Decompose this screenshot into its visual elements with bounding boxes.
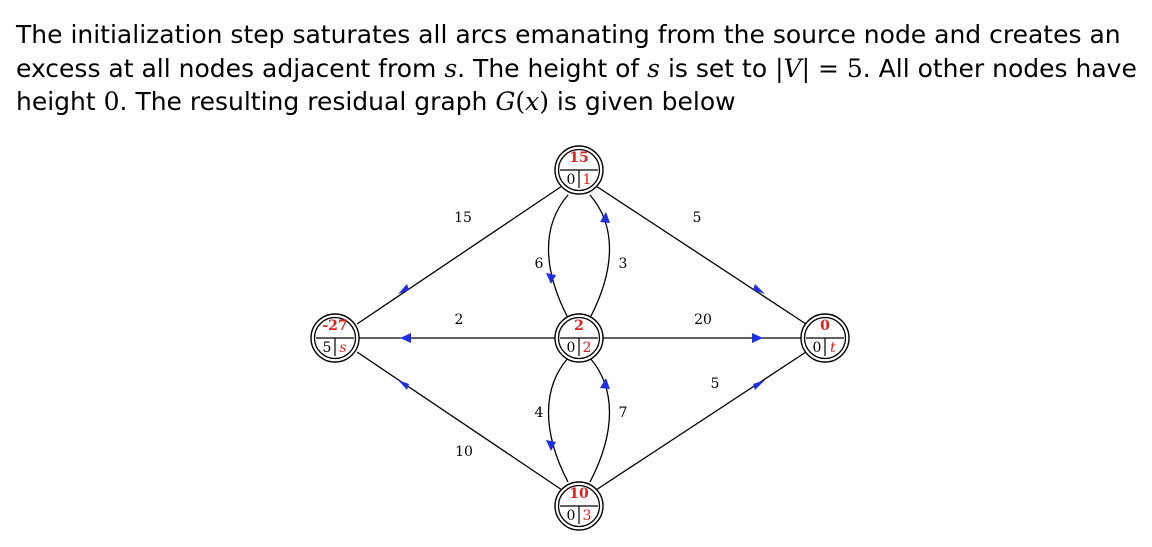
edge-1-s <box>356 185 563 325</box>
cap-1-s: 15 <box>454 210 472 226</box>
excess-s: -27 <box>322 318 347 334</box>
cap-1-t: 5 <box>693 210 702 226</box>
edge-1-2 <box>547 194 569 319</box>
node-3: 10 0 3 <box>554 481 604 531</box>
node-2: 2 0 2 <box>554 313 604 363</box>
arrowhead-2-1 <box>600 212 610 223</box>
arrowhead-1-t <box>753 284 765 294</box>
label-3: 3 <box>583 508 592 524</box>
edge-3-t <box>595 351 807 491</box>
arrowhead-1-2 <box>546 273 556 284</box>
edge-1-t <box>595 185 807 325</box>
label-s: s <box>339 340 346 356</box>
cap-2-t: 20 <box>694 312 712 328</box>
cap-3-2: 7 <box>619 405 628 421</box>
label-2: 2 <box>583 340 592 356</box>
math-V: |V| <box>775 53 810 83</box>
edge-2-1 <box>589 194 611 319</box>
edge-3-2 <box>589 357 611 483</box>
height-s: 5 <box>323 340 332 356</box>
edge-3-s <box>356 351 563 491</box>
arrowhead-1-s <box>398 284 409 294</box>
cap-3-t: 5 <box>711 376 720 392</box>
node-s: -27 5 s <box>310 313 360 363</box>
label-t: t <box>830 340 836 356</box>
description-paragraph: The initialization step saturates all ar… <box>16 20 1137 116</box>
math-G: G <box>495 87 516 116</box>
arrowhead-2-s <box>400 333 411 343</box>
cap-2-1: 3 <box>619 256 628 272</box>
arrowhead-2-t <box>752 333 763 343</box>
cap-3-s: 10 <box>455 444 473 460</box>
excess-2: 2 <box>574 318 584 334</box>
excess-t: 0 <box>820 318 830 334</box>
arrowhead-2-3 <box>546 440 556 451</box>
math-x: x <box>525 87 540 116</box>
cap-1-2: 6 <box>535 256 544 272</box>
label-1: 1 <box>583 172 592 188</box>
height-3: 0 <box>567 508 576 524</box>
height-2: 0 <box>567 340 576 356</box>
arrowhead-3-2 <box>600 378 610 389</box>
node-1: 15 0 1 <box>554 145 604 195</box>
math-eq: = 5 <box>810 53 863 83</box>
arrowhead-3-t <box>753 380 765 390</box>
excess-3: 10 <box>569 486 589 502</box>
math-zero: 0 <box>103 87 120 116</box>
math-s: s <box>647 53 661 83</box>
math-s: s <box>444 53 458 83</box>
arrowhead-3-s <box>398 380 409 390</box>
cap-2-3: 4 <box>535 405 544 421</box>
cap-2-s: 2 <box>455 312 464 328</box>
height-1: 0 <box>567 172 576 188</box>
node-t: 0 0 t <box>800 313 850 363</box>
height-t: 0 <box>813 340 822 356</box>
edge-2-3 <box>547 357 569 483</box>
excess-1: 15 <box>569 150 588 166</box>
